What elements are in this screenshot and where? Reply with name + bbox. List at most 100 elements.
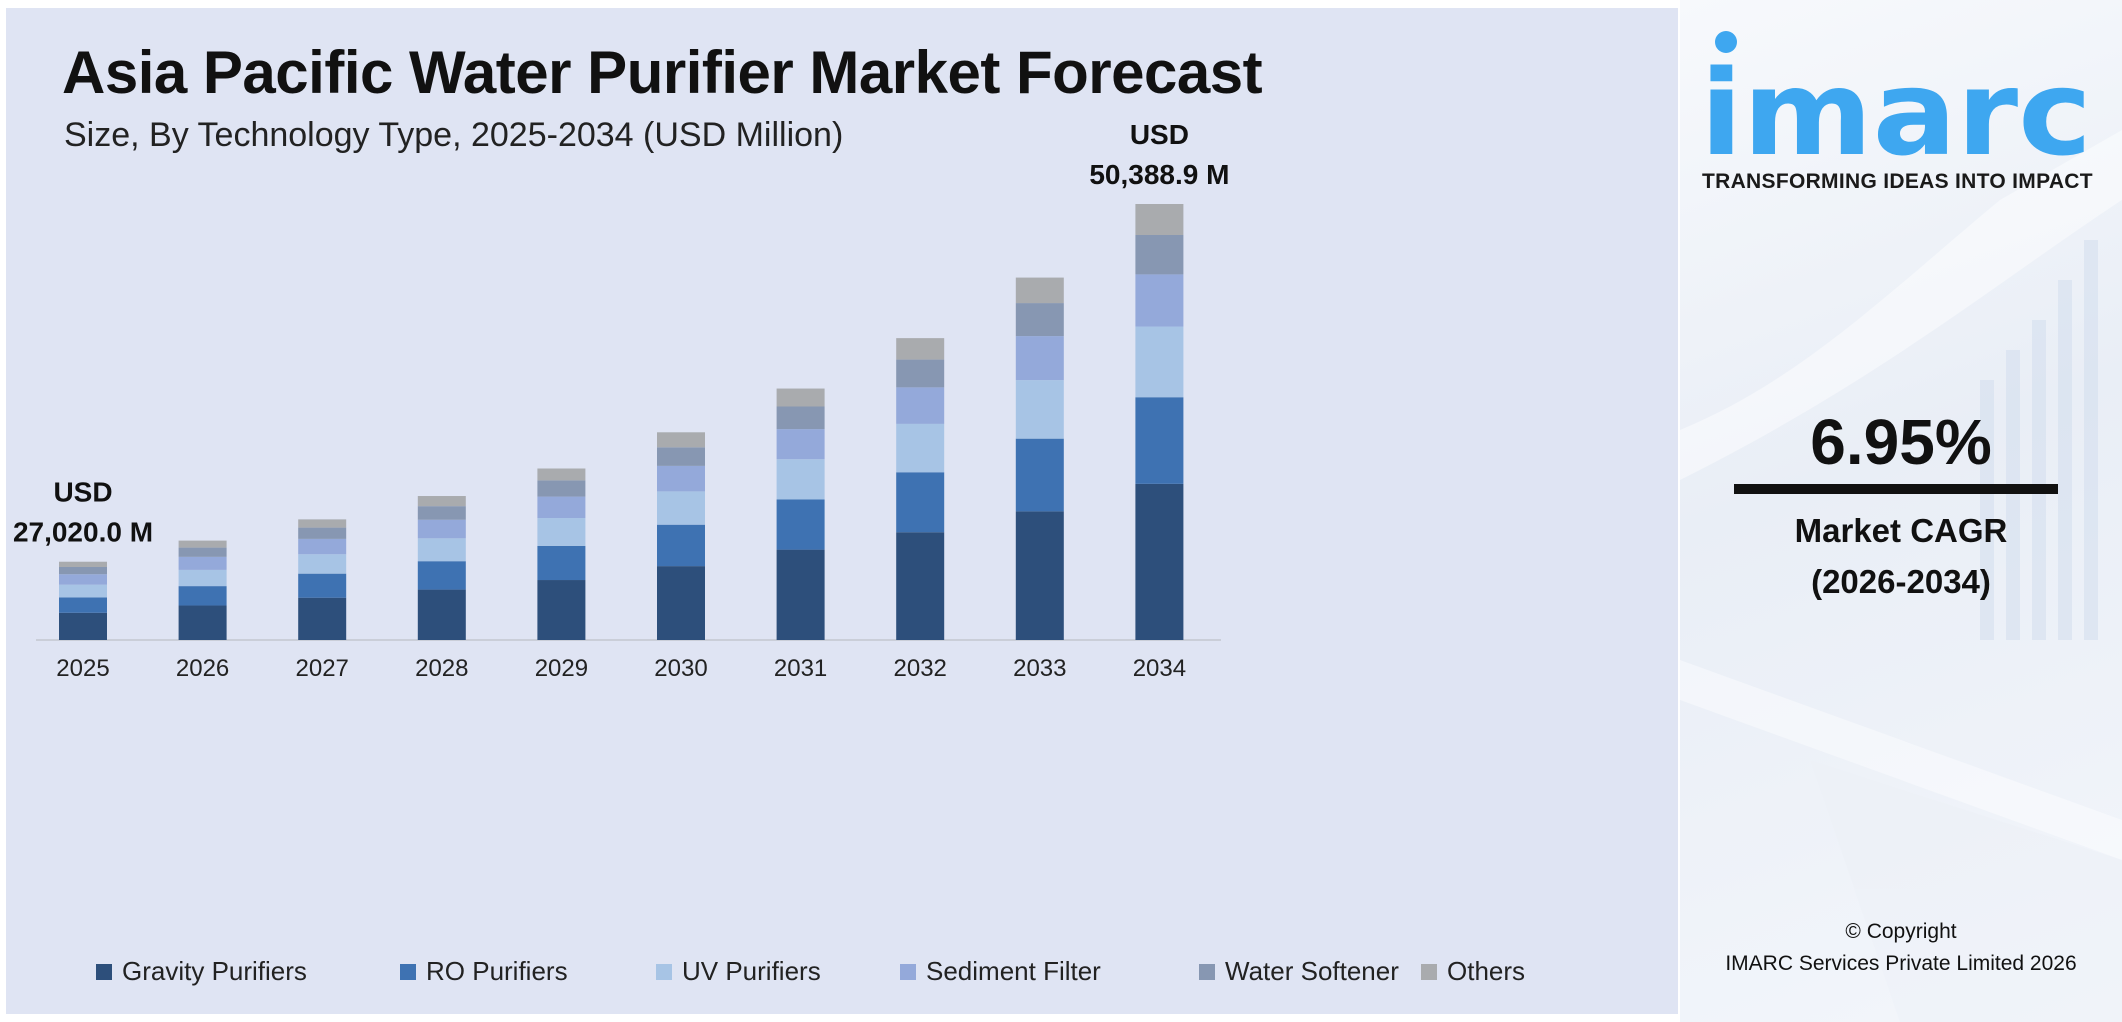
x-tick-label-2025: 2025 [56,655,109,682]
legend-swatch [656,963,672,980]
legend-item-gravity-purifiers: Gravity Purifiers [96,956,307,987]
bar-segment-2027-gravity-purifiers [298,597,347,640]
bar-segment-2028-ro-purifiers [417,561,466,590]
bar-segment-2028-sediment-filter [417,519,466,539]
chart-subtitle: Size, By Technology Type, 2025-2034 (USD… [64,116,844,154]
bar-segment-2031-water-softener [776,406,825,430]
bar-segment-2033-uv-purifiers [1015,380,1064,439]
legend-label: UV Purifiers [682,956,821,986]
bar-segment-2031-gravity-purifiers [776,549,825,640]
x-tick-label-2032: 2032 [894,655,947,682]
total-label-2034-line2: 50,388.9 M [1089,159,1229,190]
bar-segment-2026-others [178,540,227,548]
cagr-period: (2026-2034) [1811,563,1991,600]
bar-segment-2026-sediment-filter [178,556,227,570]
bar-segment-2027-ro-purifiers [298,573,347,598]
bar-segment-2033-others [1015,277,1064,304]
bar-segment-2030-ro-purifiers [657,524,705,567]
legend-swatch [900,963,916,980]
bar-segment-2025-water-softener [59,566,107,575]
bar-segment-2029-water-softener [537,480,586,497]
bar-segment-2027-sediment-filter [298,538,347,555]
x-tick-label-2033: 2033 [1013,655,1066,682]
bar-segment-2026-gravity-purifiers [178,605,227,640]
bar-segment-2034-uv-purifiers [1135,326,1184,398]
bar-segment-2034-sediment-filter [1135,274,1184,327]
bar-segment-2030-uv-purifiers [657,491,705,525]
bar-segment-2029-gravity-purifiers [537,580,586,640]
bar-segment-2027-others [298,519,347,528]
bar-segment-2032-water-softener [896,359,945,388]
legend-label: Water Softener [1225,956,1399,986]
bar-segment-2026-ro-purifiers [178,586,227,606]
bar-segment-2028-others [417,496,466,507]
cagr-label: Market CAGR [1794,512,2008,549]
bar-segment-2027-uv-purifiers [298,554,347,574]
chart-legend: Gravity Purifiers RO Purifiers UV Purifier… [96,956,1656,996]
bar-segment-2031-sediment-filter [776,429,825,460]
stacked-bar-chart: 2025 2026 2027 2028 2029 2030 2031 2032 2033 2034… [13,119,1230,682]
total-label-2025-line1: USD [53,477,112,508]
bar-segment-2030-water-softener [657,447,705,466]
bar-segment-2031-others [776,388,825,407]
x-tick-label-2029: 2029 [535,655,588,682]
legend-item-ro-purifiers: RO Purifiers [400,956,568,987]
bar-segment-2026-uv-purifiers [178,569,227,587]
bar-segment-2028-gravity-purifiers [417,589,466,640]
legend-label: Sediment Filter [926,956,1101,986]
bar-segment-2029-sediment-filter [537,496,586,519]
bar-segment-2033-gravity-purifiers [1015,511,1064,640]
bar-segment-2032-others [896,338,945,360]
cagr-divider [1734,484,2058,494]
legend-item-uv-purifiers: UV Purifiers [656,956,821,987]
bar-segment-2031-ro-purifiers [776,499,825,550]
total-label-2025-line2: 27,020.0 M [13,517,153,548]
svg-text:imarc: imarc [1700,44,2092,170]
bar-segment-2034-water-softener [1135,234,1184,275]
bar-segment-2032-sediment-filter [896,387,945,424]
legend-swatch [96,963,112,980]
bar-segment-2034-gravity-purifiers [1135,483,1184,640]
bar-segment-2025-uv-purifiers [59,584,107,598]
bar-segment-2029-ro-purifiers [537,545,586,581]
brand-tagline: TRANSFORMING IDEAS INTO IMPACT [1702,170,2093,193]
legend-label: Others [1447,956,1526,986]
chart-panel: Asia Pacific Water Purifier Market Forec… [6,8,1678,1014]
x-tick-label-2028: 2028 [415,655,468,682]
bar-segment-2030-sediment-filter [657,465,705,492]
bar-segment-2032-gravity-purifiers [896,532,945,640]
bar-segment-2025-gravity-purifiers [59,612,107,640]
bar-segment-2025-others [59,561,107,567]
legend-label: RO Purifiers [426,956,568,986]
info-panel: imarc TRANSFORMING IDEAS INTO IMPACT 6.9… [1680,0,2122,1022]
legend-swatch [1199,963,1215,980]
chart-title: Asia Pacific Water Purifier Market Forec… [62,39,1263,106]
bar-segment-2034-ro-purifiers [1135,397,1184,484]
cagr-value: 6.95% [1810,406,1992,478]
legend-swatch [1421,963,1437,980]
x-tick-label-2027: 2027 [296,655,349,682]
legend-item-others: Others [1421,956,1525,987]
bar-segment-2028-water-softener [417,506,466,520]
bar-segment-2029-uv-purifiers [537,518,586,546]
legend-item-sediment-filter: Sediment Filter [900,956,1101,987]
x-tick-label-2030: 2030 [654,655,707,682]
bar-segment-2029-others [537,468,586,481]
bar-segment-2033-sediment-filter [1015,336,1064,381]
copyright-company: IMARC Services Private Limited 2026 [1725,952,2077,975]
legend-item-water-softener: Water Softener [1199,956,1399,987]
bar-segment-2028-uv-purifiers [417,538,466,562]
bar-segment-2031-uv-purifiers [776,459,825,500]
x-tick-label-2031: 2031 [774,655,827,682]
bar-segment-2025-ro-purifiers [59,597,107,613]
bar-segment-2026-water-softener [178,547,227,557]
bar-segment-2025-sediment-filter [59,574,107,585]
x-tick-label-2034: 2034 [1133,655,1186,682]
legend-swatch [400,963,416,980]
background-chart-decoration [1680,130,2122,1022]
bar-segment-2034-others [1135,204,1184,235]
legend-label: Gravity Purifiers [122,956,307,986]
bar-segment-2030-gravity-purifiers [657,566,705,640]
imarc-logo: imarc [1700,31,2092,170]
bar-segment-2032-uv-purifiers [896,423,945,473]
